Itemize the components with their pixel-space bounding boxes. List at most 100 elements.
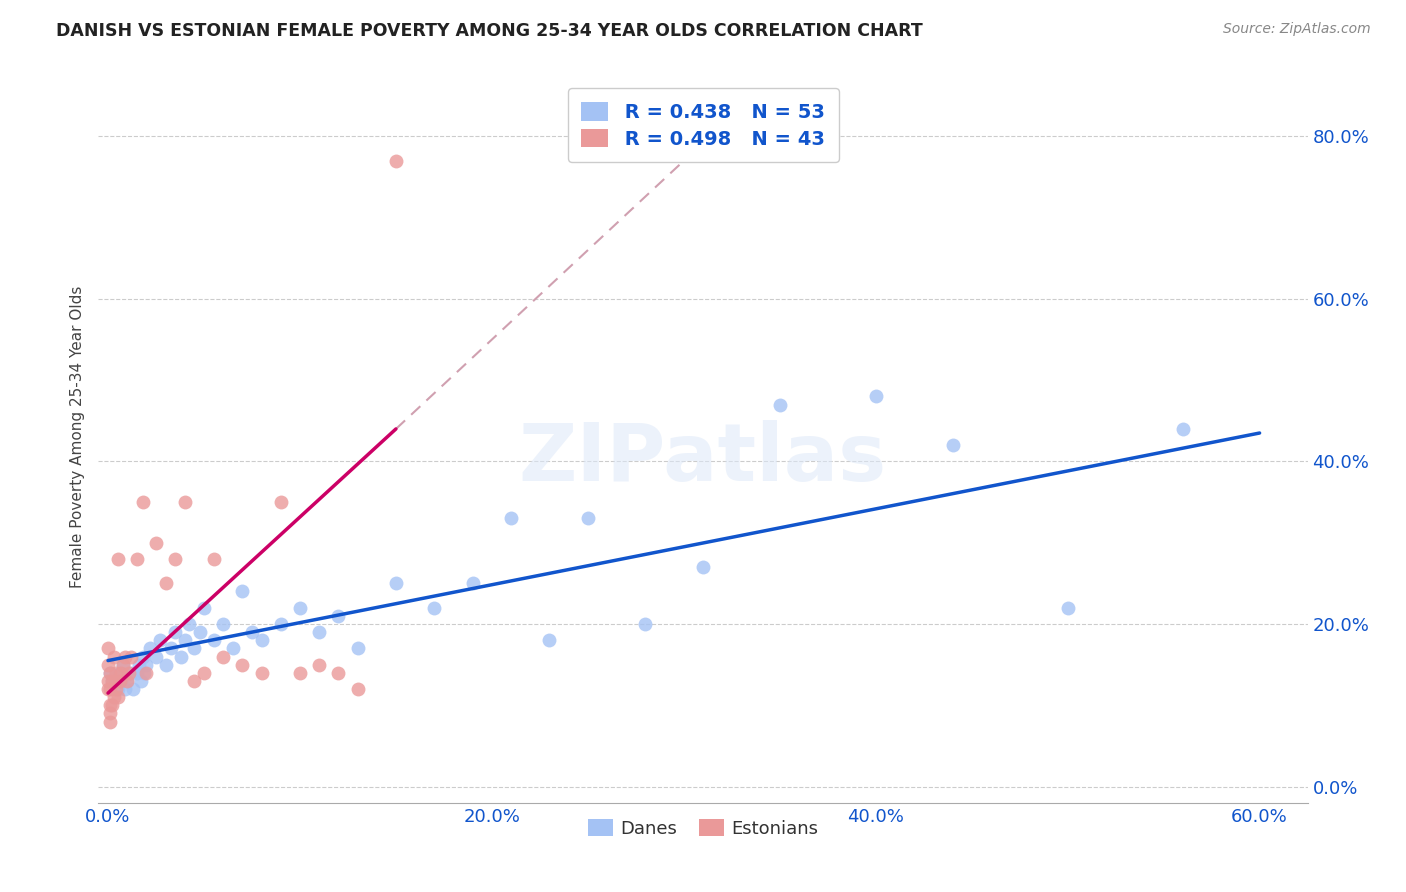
Point (634, 617, 657, 632)
Point (385, 153, 408, 168)
Point (1171, 422, 1194, 436)
Point (114, 681, 136, 696)
Point (114, 649, 136, 664)
Point (97, 681, 120, 696)
Point (160, 641, 183, 656)
Point (139, 641, 162, 656)
Point (865, 389, 887, 403)
Point (288, 600, 311, 615)
Point (202, 552, 225, 566)
Point (115, 673, 138, 688)
Point (98, 681, 121, 696)
Point (240, 625, 263, 640)
Point (155, 657, 177, 672)
Point (270, 495, 292, 509)
Point (112, 657, 135, 672)
Point (188, 625, 211, 640)
Point (98, 706, 121, 721)
Point (122, 681, 145, 696)
Point (104, 673, 127, 688)
Point (308, 657, 330, 672)
Point (193, 665, 215, 680)
Point (97, 641, 120, 656)
Point (692, 560, 714, 574)
Point (499, 511, 522, 525)
Text: ZIPatlas: ZIPatlas (519, 420, 887, 498)
Point (250, 633, 273, 648)
Point (328, 665, 350, 680)
Point (173, 495, 195, 509)
Point (183, 641, 205, 656)
Point (131, 495, 153, 509)
Point (98, 714, 121, 729)
Point (346, 681, 368, 696)
Point (125, 552, 148, 566)
Point (212, 649, 235, 664)
Point (288, 665, 311, 680)
Point (538, 633, 561, 648)
Point (101, 673, 124, 688)
Point (328, 608, 350, 623)
Point (98, 665, 121, 680)
Point (120, 665, 142, 680)
Point (270, 617, 292, 632)
Text: DANISH VS ESTONIAN FEMALE POVERTY AMONG 25-34 YEAR OLDS CORRELATION CHART: DANISH VS ESTONIAN FEMALE POVERTY AMONG … (56, 22, 922, 40)
Point (177, 617, 200, 632)
Point (308, 625, 330, 640)
Legend: Danes, Estonians: Danes, Estonians (581, 812, 825, 845)
Point (173, 633, 195, 648)
Point (193, 600, 215, 615)
Point (145, 535, 167, 549)
Text: Source: ZipAtlas.com: Source: ZipAtlas.com (1223, 22, 1371, 37)
Point (98, 665, 121, 680)
Point (97, 657, 120, 672)
Point (110, 665, 132, 680)
Y-axis label: Female Poverty Among 25-34 Year Olds: Female Poverty Among 25-34 Year Olds (69, 286, 84, 588)
Point (128, 657, 150, 672)
Point (134, 665, 156, 680)
Point (165, 552, 187, 566)
Point (231, 584, 253, 599)
Point (222, 641, 245, 656)
Point (107, 690, 129, 705)
Point (461, 576, 484, 591)
Point (125, 665, 148, 680)
Point (1056, 600, 1078, 615)
Point (149, 633, 172, 648)
Point (112, 657, 135, 672)
Point (101, 673, 124, 688)
Point (145, 649, 167, 664)
Point (212, 617, 235, 632)
Point (769, 398, 792, 412)
Point (250, 665, 273, 680)
Point (576, 511, 599, 525)
Point (108, 665, 131, 680)
Point (107, 681, 129, 696)
Point (103, 649, 125, 664)
Point (231, 657, 253, 672)
Point (101, 698, 124, 713)
Point (104, 681, 127, 696)
Point (103, 690, 125, 705)
Point (108, 673, 131, 688)
Point (107, 552, 129, 566)
Point (110, 673, 132, 688)
Point (941, 438, 963, 452)
Point (183, 673, 205, 688)
Point (165, 625, 187, 640)
Point (155, 576, 177, 591)
Point (97, 673, 120, 688)
Point (115, 673, 138, 688)
Point (170, 649, 193, 664)
Point (129, 673, 152, 688)
Point (385, 576, 408, 591)
Point (120, 649, 142, 664)
Point (135, 665, 157, 680)
Point (98, 698, 121, 713)
Point (202, 633, 225, 648)
Point (423, 600, 446, 615)
Point (135, 657, 157, 672)
Point (131, 649, 153, 664)
Point (346, 641, 368, 656)
Point (118, 665, 141, 680)
